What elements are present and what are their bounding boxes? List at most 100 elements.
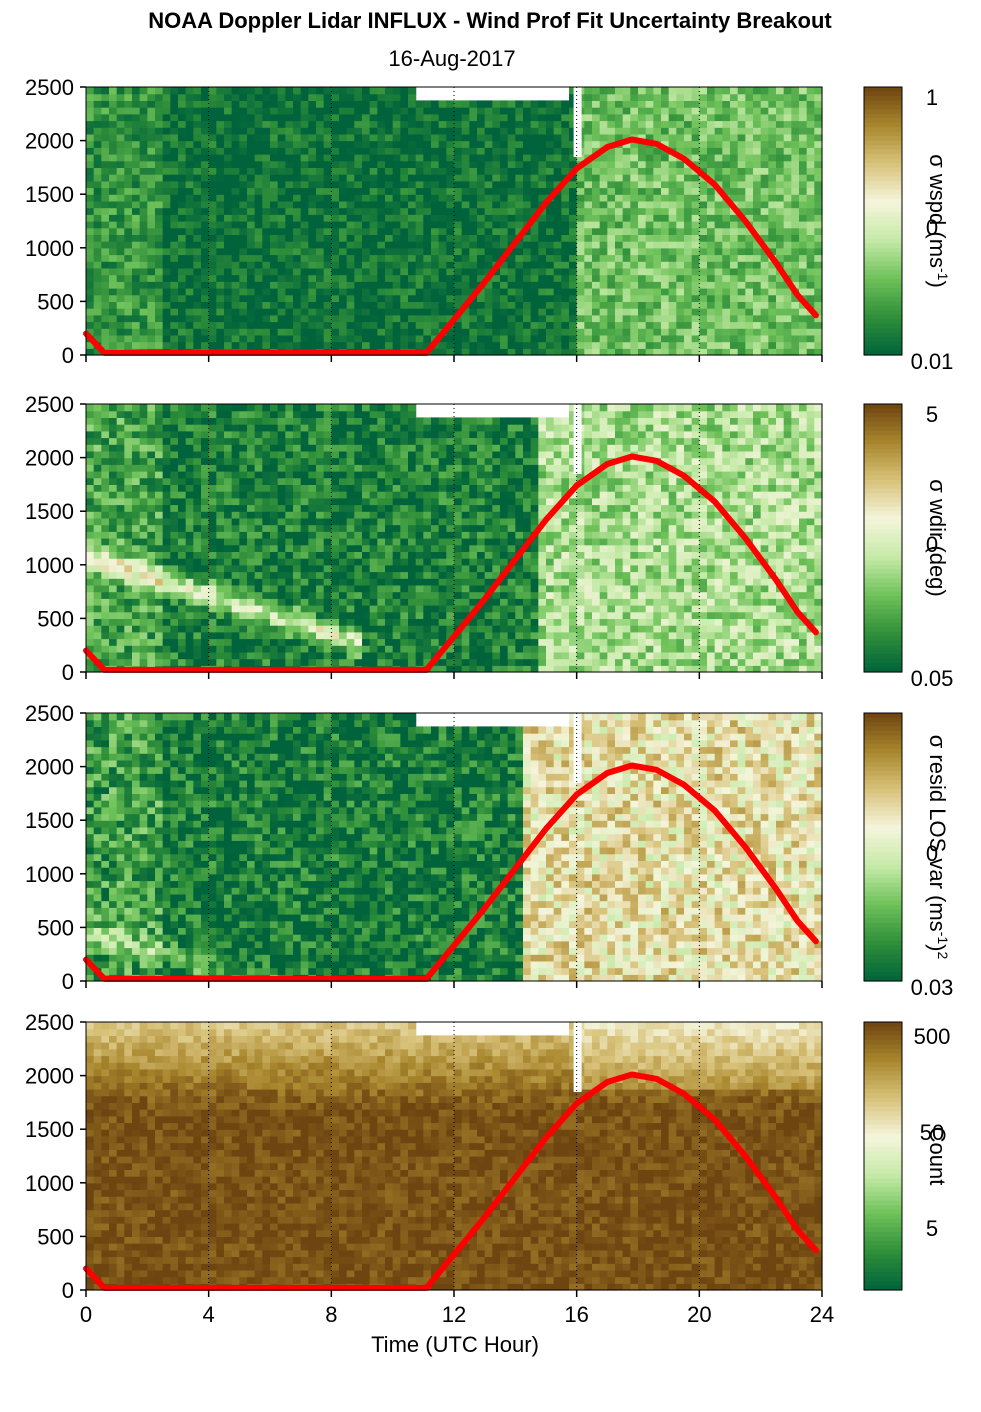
heatmap-cell bbox=[216, 247, 225, 256]
heatmap-cell bbox=[377, 254, 386, 262]
heatmap-cell bbox=[285, 120, 294, 128]
heatmap-cell bbox=[730, 221, 739, 229]
heatmap-cell bbox=[178, 578, 187, 586]
heatmap-cell bbox=[139, 87, 148, 95]
heatmap-cell bbox=[515, 267, 524, 276]
heatmap-cell bbox=[645, 127, 654, 135]
colorbar-segment bbox=[864, 346, 902, 352]
heatmap-cell bbox=[86, 167, 95, 175]
heatmap-cell bbox=[178, 437, 187, 445]
heatmap-cell bbox=[323, 241, 332, 249]
heatmap-cell bbox=[277, 281, 286, 289]
heatmap-cell bbox=[768, 214, 777, 222]
heatmap-cell bbox=[707, 274, 716, 282]
heatmap-cell bbox=[162, 100, 171, 108]
heatmap-cell bbox=[101, 611, 110, 619]
heatmap-cell bbox=[201, 404, 210, 412]
heatmap-cell bbox=[162, 424, 171, 432]
heatmap-cell bbox=[469, 227, 478, 235]
heatmap-cell bbox=[193, 194, 202, 202]
heatmap-cell bbox=[392, 200, 401, 209]
heatmap-cell bbox=[109, 160, 118, 168]
heatmap-cell bbox=[737, 147, 746, 155]
heatmap-cell bbox=[477, 294, 486, 302]
heatmap-cell bbox=[316, 314, 325, 323]
heatmap-cell bbox=[492, 167, 501, 175]
heatmap-cell bbox=[814, 294, 823, 302]
heatmap-cell bbox=[691, 247, 700, 256]
heatmap-cell bbox=[806, 341, 815, 349]
heatmap-cell bbox=[93, 147, 102, 155]
heatmap-cell bbox=[116, 160, 125, 168]
heatmap-cell bbox=[139, 174, 148, 182]
heatmap-cell bbox=[599, 194, 608, 202]
heatmap-cell bbox=[285, 261, 294, 269]
heatmap-cell bbox=[193, 107, 202, 115]
heatmap-cell bbox=[93, 107, 102, 115]
heatmap-cell bbox=[392, 207, 401, 215]
heatmap-cell bbox=[446, 334, 455, 343]
heatmap-cell bbox=[208, 294, 217, 302]
heatmap-cell bbox=[239, 127, 248, 135]
heatmap-cell bbox=[546, 147, 555, 155]
heatmap-cell bbox=[116, 241, 125, 249]
heatmap-cell bbox=[799, 180, 808, 189]
heatmap-cell bbox=[722, 100, 731, 108]
heatmap-cell bbox=[469, 180, 478, 189]
heatmap-cell bbox=[446, 194, 455, 202]
heatmap-cell bbox=[369, 87, 378, 95]
heatmap-cell bbox=[155, 651, 164, 660]
heatmap-cell bbox=[538, 107, 547, 115]
heatmap-cell bbox=[185, 234, 194, 242]
heatmap-cell bbox=[814, 154, 823, 162]
heatmap-cell bbox=[446, 247, 455, 256]
heatmap-cell bbox=[316, 174, 325, 182]
heatmap-cell bbox=[768, 247, 777, 256]
heatmap-cell bbox=[277, 504, 286, 512]
heatmap-cell bbox=[699, 154, 708, 162]
heatmap-cell bbox=[93, 321, 102, 329]
heatmap-cell bbox=[730, 294, 739, 302]
heatmap-cell bbox=[385, 274, 394, 282]
heatmap-cell bbox=[231, 87, 240, 95]
heatmap-cell bbox=[109, 444, 118, 452]
heatmap-cell bbox=[607, 100, 616, 108]
heatmap-cell bbox=[132, 127, 141, 135]
heatmap-cell bbox=[193, 274, 202, 282]
heatmap-cell bbox=[768, 341, 777, 349]
heatmap-cell bbox=[132, 571, 141, 579]
heatmap-cell bbox=[216, 281, 225, 289]
heatmap-cell bbox=[293, 578, 302, 586]
heatmap-cell bbox=[684, 100, 693, 108]
heatmap-cell bbox=[484, 160, 493, 168]
heatmap-cell bbox=[262, 618, 271, 626]
heatmap-cell bbox=[745, 154, 754, 162]
heatmap-cell bbox=[231, 658, 240, 666]
heatmap-cell bbox=[569, 321, 578, 329]
heatmap-cell bbox=[193, 511, 202, 519]
heatmap-cell bbox=[668, 301, 677, 309]
heatmap-cell bbox=[147, 437, 156, 445]
heatmap-cell bbox=[116, 538, 125, 546]
heatmap-cell bbox=[201, 87, 210, 95]
heatmap-cell bbox=[201, 113, 210, 122]
heatmap-cell bbox=[369, 294, 378, 302]
heatmap-cell bbox=[783, 167, 792, 175]
heatmap-cell bbox=[438, 207, 447, 215]
heatmap-cell bbox=[86, 147, 95, 155]
heatmap-cell bbox=[553, 301, 562, 309]
heatmap-cell bbox=[783, 133, 792, 142]
heatmap-cell bbox=[714, 321, 723, 329]
heatmap-cell bbox=[231, 605, 240, 613]
heatmap-cell bbox=[300, 221, 309, 229]
heatmap-cell bbox=[293, 241, 302, 249]
heatmap-cell bbox=[293, 187, 302, 195]
heatmap-cell bbox=[178, 274, 187, 282]
heatmap-cell bbox=[285, 227, 294, 235]
heatmap-cell bbox=[139, 167, 148, 175]
heatmap-cell bbox=[599, 214, 608, 222]
heatmap-cell bbox=[208, 424, 217, 432]
heatmap-cell bbox=[576, 294, 585, 302]
heatmap-cell bbox=[109, 631, 118, 640]
